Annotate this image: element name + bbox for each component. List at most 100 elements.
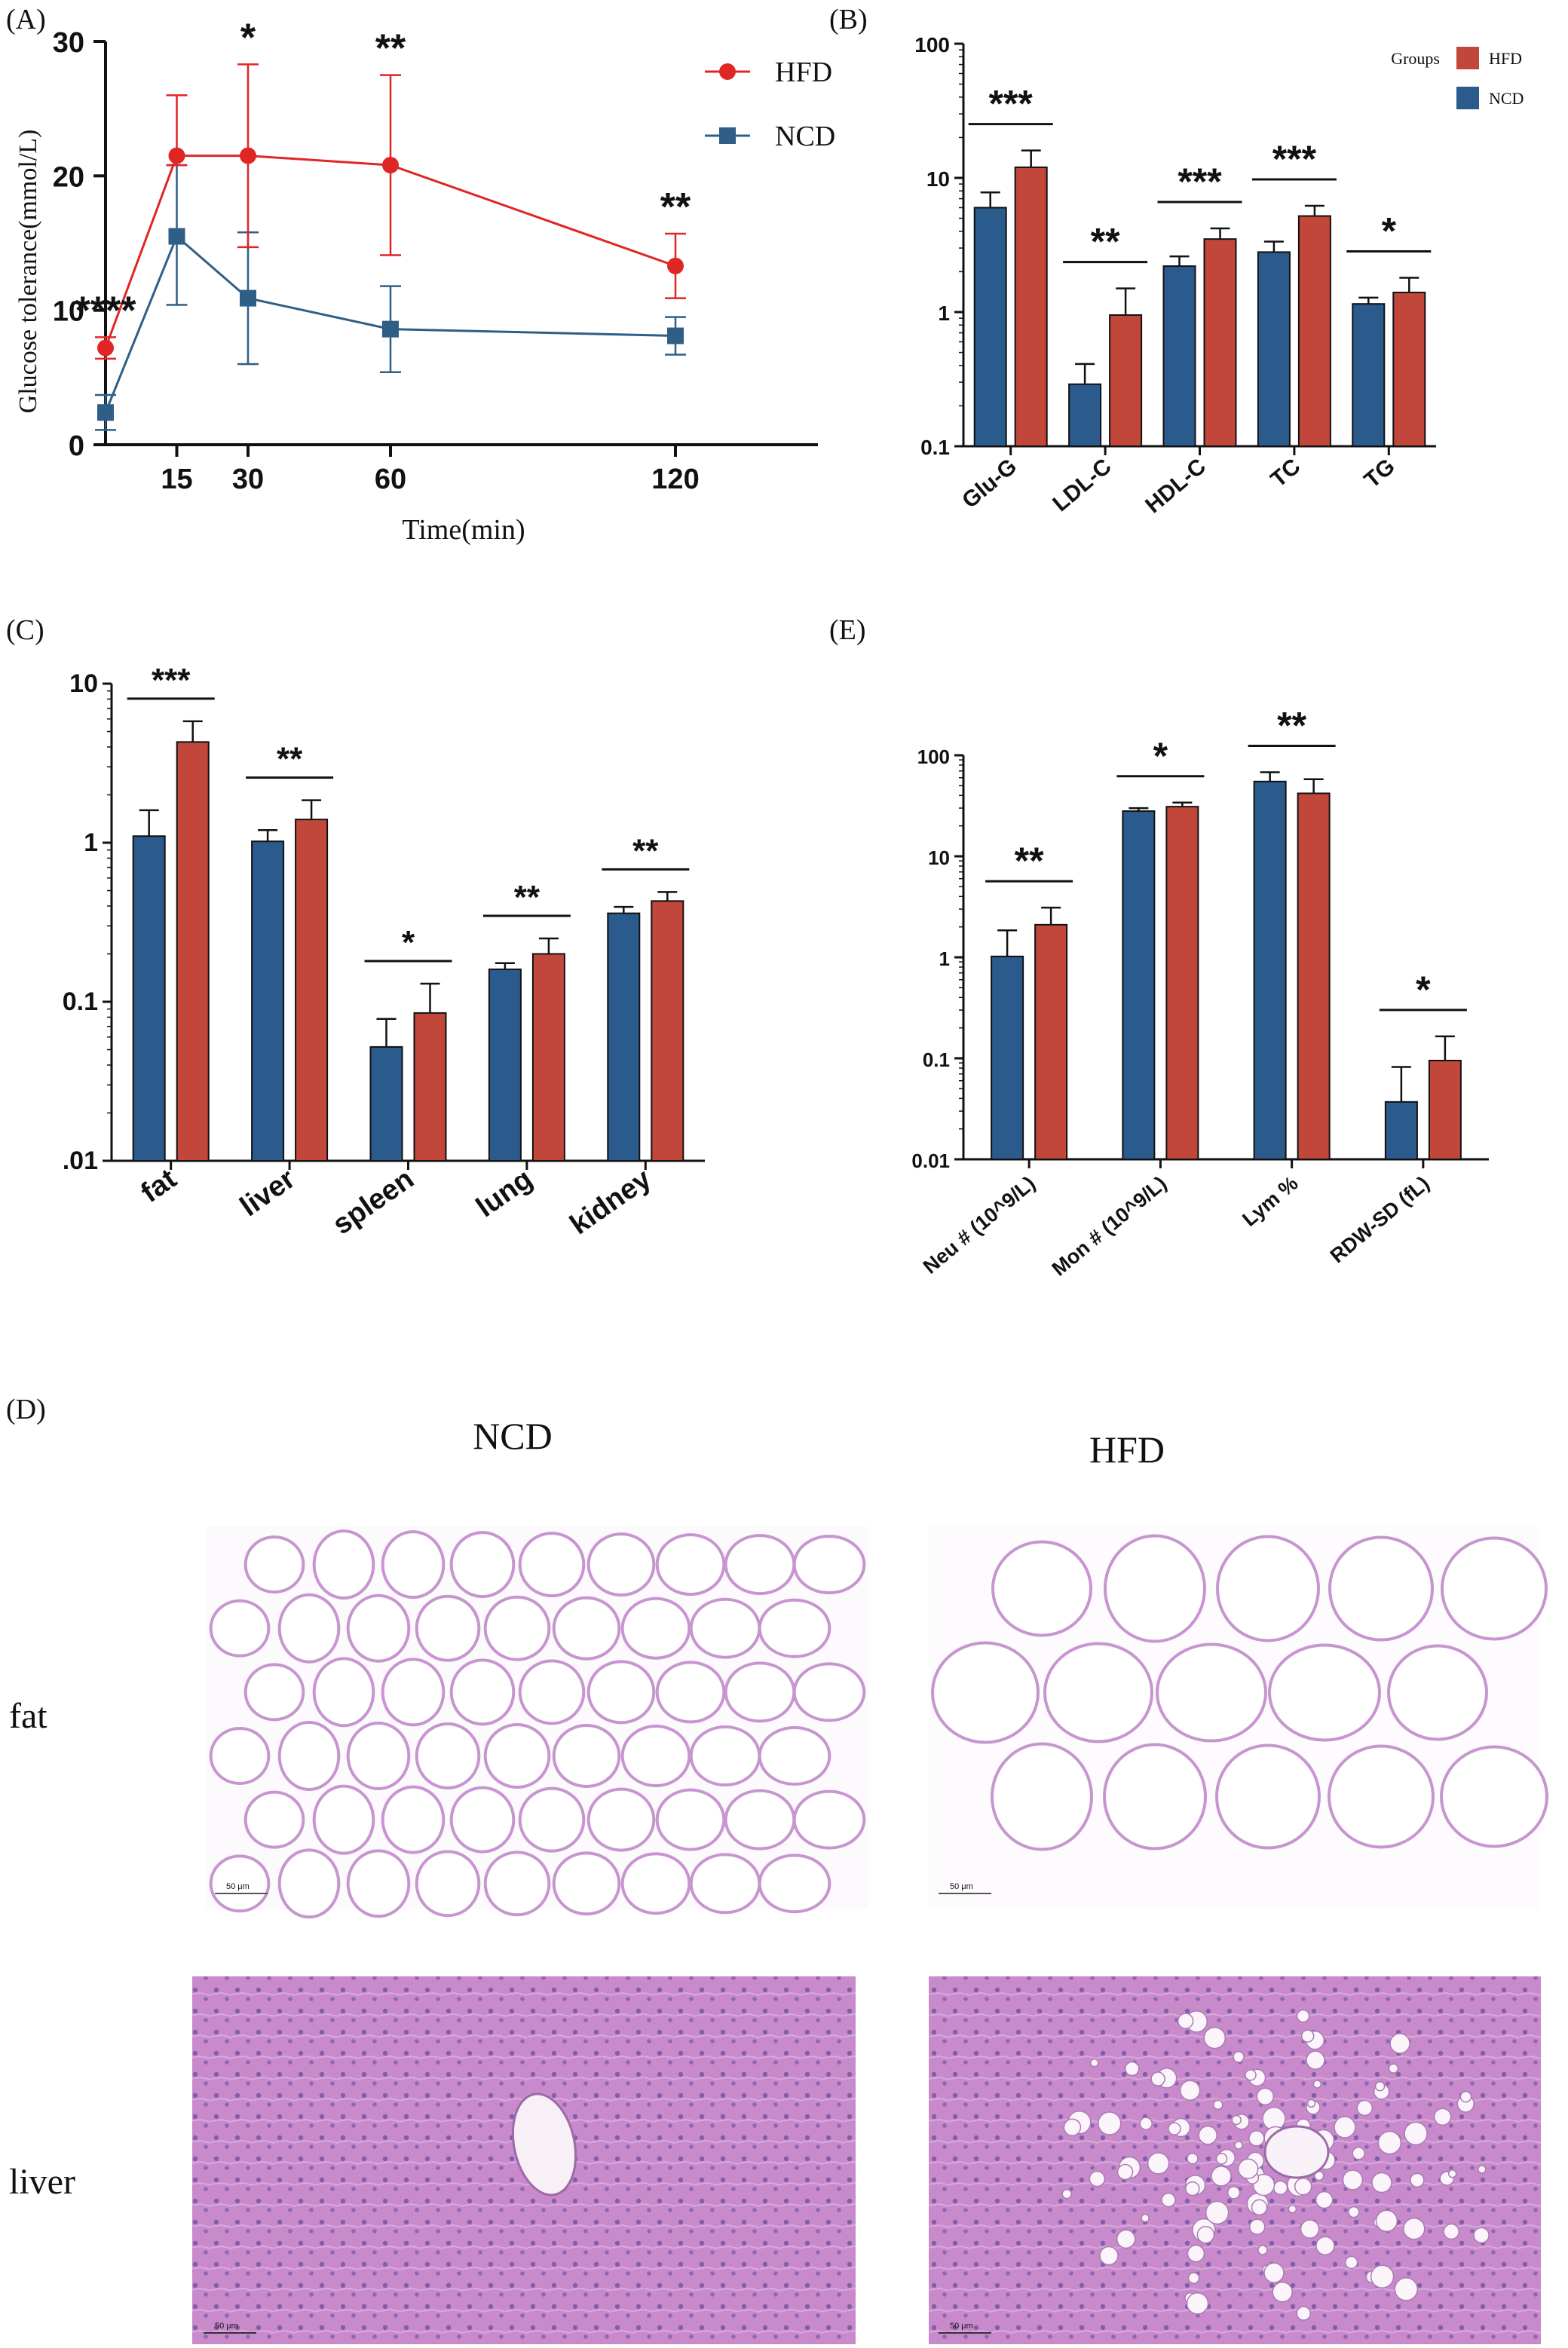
fat-hfd-cell-3 xyxy=(1328,1535,1434,1642)
panel-b-ytick-label-3: 100 xyxy=(914,33,950,57)
lipid-droplet-45 xyxy=(1315,2236,1335,2256)
panel-e-ytick-label-1: 0.1 xyxy=(923,1048,950,1071)
panel-c-bar-hfd-1 xyxy=(295,819,329,1162)
lipid-droplet-82 xyxy=(1187,2272,1200,2284)
fat-ncd-cell-19 xyxy=(312,1657,375,1728)
fat-ncd-cell-46 xyxy=(277,1848,341,1919)
lipid-droplet-78 xyxy=(1306,2050,1325,2070)
panel-e-bar-hfd-1 xyxy=(1165,806,1199,1161)
lipid-droplet-77 xyxy=(1141,2213,1150,2223)
lipid-droplet-67 xyxy=(1198,2125,1217,2145)
lipid-droplet-119 xyxy=(1237,2158,1259,2179)
panel-c-xtick-label-2: spleen xyxy=(327,1163,420,1241)
lipid-droplet-80 xyxy=(1098,2111,1122,2135)
panel-a-ytick-label-2: 20 xyxy=(53,161,84,193)
panel-c-bar-ncd-0 xyxy=(132,835,166,1162)
panel-a-ytick-label-3: 30 xyxy=(53,27,84,59)
panel-a-sig-0: **** xyxy=(75,289,137,332)
panel-a-xtick-label-2: 60 xyxy=(375,464,406,495)
panel-b-bar-hfd-0 xyxy=(1014,166,1048,447)
fat-hfd-cells xyxy=(931,1534,1548,1851)
fat-hfd-cell-9 xyxy=(1387,1644,1488,1741)
panel-b-sig-4: * xyxy=(1382,210,1397,253)
panel-c-xtick-label-1: liver xyxy=(234,1163,301,1223)
panel-a-xtick-label-1: 30 xyxy=(232,464,264,495)
panel-e-bar-hfd-2 xyxy=(1297,792,1331,1161)
panel-b-bar-ncd-0 xyxy=(973,207,1007,447)
panel-a-point-ncd-1 xyxy=(168,228,185,245)
lipid-droplet-50 xyxy=(1403,2217,1426,2240)
panel-a-point-ncd-0 xyxy=(97,404,114,421)
fat-ncd-cell-18 xyxy=(243,1663,305,1722)
fat-ncd-cell-42 xyxy=(655,1788,726,1851)
fat-hfd-cell-10 xyxy=(991,1742,1093,1851)
hfd-central-vein xyxy=(1263,2125,1330,2179)
lipid-droplet-79 xyxy=(1344,2255,1358,2270)
panel-e-bar-ncd-1 xyxy=(1122,810,1156,1160)
panel-c-bar-hfd-0 xyxy=(176,741,210,1162)
scale-text-2: 50 μm xyxy=(950,1882,973,1891)
fat-ncd-cell-14 xyxy=(552,1596,621,1661)
fat-ncd-cell-8 xyxy=(792,1535,866,1595)
fat-hfd-cell-12 xyxy=(1215,1743,1321,1850)
fat-hfd-cell-6 xyxy=(1043,1642,1153,1743)
panel-c-ytick-label-3: 10 xyxy=(69,669,98,698)
lipid-droplet-76 xyxy=(1410,2172,1425,2188)
fat-ncd-cell-15 xyxy=(620,1596,691,1660)
panel-a-glucose-chart: Glucose tolerance(mmol/L) Time(min) HFD … xyxy=(14,16,835,546)
fat-ncd-cell-24 xyxy=(655,1661,726,1724)
panel-a-point-hfd-3 xyxy=(382,157,399,174)
fat-ncd-cell-50 xyxy=(552,1851,621,1916)
fat-ncd-cell-48 xyxy=(415,1850,481,1918)
panel-b-xtick-label-2: HDL-C xyxy=(1141,454,1211,518)
panel-b-ytick-label-2: 10 xyxy=(926,167,950,191)
panel-e-sig-0: ** xyxy=(1015,840,1044,882)
fat-ncd-cell-22 xyxy=(518,1659,586,1725)
lipid-droplet-49 xyxy=(1233,2051,1245,2063)
panel-a-point-hfd-0 xyxy=(97,339,114,357)
lipid-droplet-48 xyxy=(1187,2244,1205,2263)
lipid-droplet-41 xyxy=(1213,2099,1223,2111)
panel-label-d: (D) xyxy=(6,1394,46,1425)
fat-ncd-cell-20 xyxy=(381,1658,446,1727)
fat-ncd-cell-32 xyxy=(552,1724,621,1789)
lipid-droplet-55 xyxy=(1478,2165,1487,2174)
lipid-droplet-69 xyxy=(1205,2200,1230,2225)
lipid-droplet-47 xyxy=(1404,2121,1428,2146)
lipid-droplet-85 xyxy=(1061,2188,1072,2200)
panel-e-bar-ncd-0 xyxy=(991,955,1024,1160)
lipid-droplet-70 xyxy=(1256,2087,1275,2105)
lipid-droplet-57 xyxy=(1296,2009,1310,2023)
fat-hfd-cell-0 xyxy=(991,1540,1092,1637)
panel-e-sig-1: * xyxy=(1153,735,1168,777)
central-vein xyxy=(511,2092,577,2196)
lipid-droplet-44 xyxy=(1312,2080,1322,2089)
lipid-droplet-52 xyxy=(1388,2063,1399,2074)
legend-title: Groups xyxy=(1391,49,1440,68)
fat-ncd-cell-40 xyxy=(518,1786,586,1853)
lipid-droplet-58 xyxy=(1394,2277,1419,2301)
legend-hfd-label: HFD xyxy=(775,57,832,88)
panel-e-blood-chart: 0.01 0.1 1 10 100 ** Neu # (10^9/L) * Mon # (10^… xyxy=(911,704,1489,1281)
panel-a-sig-2: * xyxy=(240,16,256,60)
lipid-droplet-38 xyxy=(1187,2152,1199,2165)
lipid-droplet-113 xyxy=(1370,2264,1395,2288)
panel-c-sig-3: ** xyxy=(514,879,541,916)
fat-ncd-cell-41 xyxy=(586,1787,656,1852)
panel-c-xtick-label-4: kidney xyxy=(565,1163,657,1241)
panel-e-xtick-label-0: Neu # (10^9/L) xyxy=(919,1172,1040,1278)
lipid-droplet-29 xyxy=(1473,2227,1490,2244)
panel-c-bar-ncd-3 xyxy=(488,968,522,1162)
fat-ncd-cell-33 xyxy=(620,1725,691,1788)
panel-d-histology: NCD HFD fat liver 50 μm 50 μm 50 μm 50 μ… xyxy=(9,1415,1548,2344)
lipid-droplet-101 xyxy=(1168,2122,1181,2135)
scale-text-1: 50 μm xyxy=(226,1882,250,1891)
fat-ncd-cell-26 xyxy=(792,1662,866,1722)
fat-hfd-cell-14 xyxy=(1440,1745,1548,1848)
legend-hfd-marker xyxy=(719,63,736,80)
panel-b-xtick-label-1: LDL-C xyxy=(1048,454,1116,516)
fat-ncd-cell-47 xyxy=(346,1849,411,1918)
panel-e-sig-3: * xyxy=(1416,969,1431,1011)
lipid-droplet-86 xyxy=(1389,2033,1410,2054)
lipid-droplet-110 xyxy=(1447,2169,1457,2178)
